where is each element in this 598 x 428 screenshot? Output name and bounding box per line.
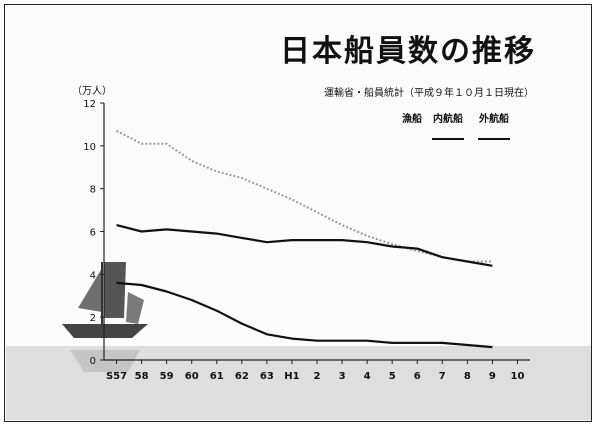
x-tick-label: 61 xyxy=(210,371,224,382)
x-tick-label: 9 xyxy=(489,371,496,382)
x-tick-label: 10 xyxy=(511,371,525,382)
x-tick-label: 5 xyxy=(389,371,396,382)
x-tick-label: 62 xyxy=(235,371,249,382)
series-line-2 xyxy=(116,224,493,267)
y-tick-label: 8 xyxy=(90,185,96,196)
x-tick-label: H1 xyxy=(284,371,299,382)
y-tick-label: 4 xyxy=(90,270,96,281)
series-line-3 xyxy=(116,281,493,349)
legend-label-2: 内航船 xyxy=(433,112,463,125)
y-tick-label: 12 xyxy=(83,99,96,110)
y-tick-label: 10 xyxy=(83,142,96,153)
x-tick-label: 59 xyxy=(160,371,174,382)
series-line-1 xyxy=(116,129,493,263)
x-tick-label: 8 xyxy=(464,371,471,382)
x-tick-label: 2 xyxy=(314,371,321,382)
x-tick-label: 58 xyxy=(135,371,149,382)
y-axis-unit-label: （万人） xyxy=(72,86,112,97)
x-tick-label: 4 xyxy=(364,371,371,382)
x-tick-label: 60 xyxy=(185,371,199,382)
x-tick-label: 7 xyxy=(439,371,446,382)
y-tick-label: 6 xyxy=(90,228,96,239)
slide-title: 日本船員数の推移 xyxy=(280,34,536,69)
x-tick-label: 6 xyxy=(414,371,421,382)
legend-label-1: 漁船 xyxy=(402,112,422,125)
junk-boat-illustration xyxy=(62,262,148,372)
source-note: 運輸省・船員統計（平成９年１０月１日現在） xyxy=(324,88,534,99)
x-tick-label: 3 xyxy=(339,371,346,382)
legend-label-3: 外航船 xyxy=(478,112,509,125)
y-tick-label: 0 xyxy=(90,356,96,367)
x-tick-label: 63 xyxy=(260,371,274,382)
y-tick-label: 2 xyxy=(90,313,96,324)
x-tick-label: S57 xyxy=(106,371,127,382)
